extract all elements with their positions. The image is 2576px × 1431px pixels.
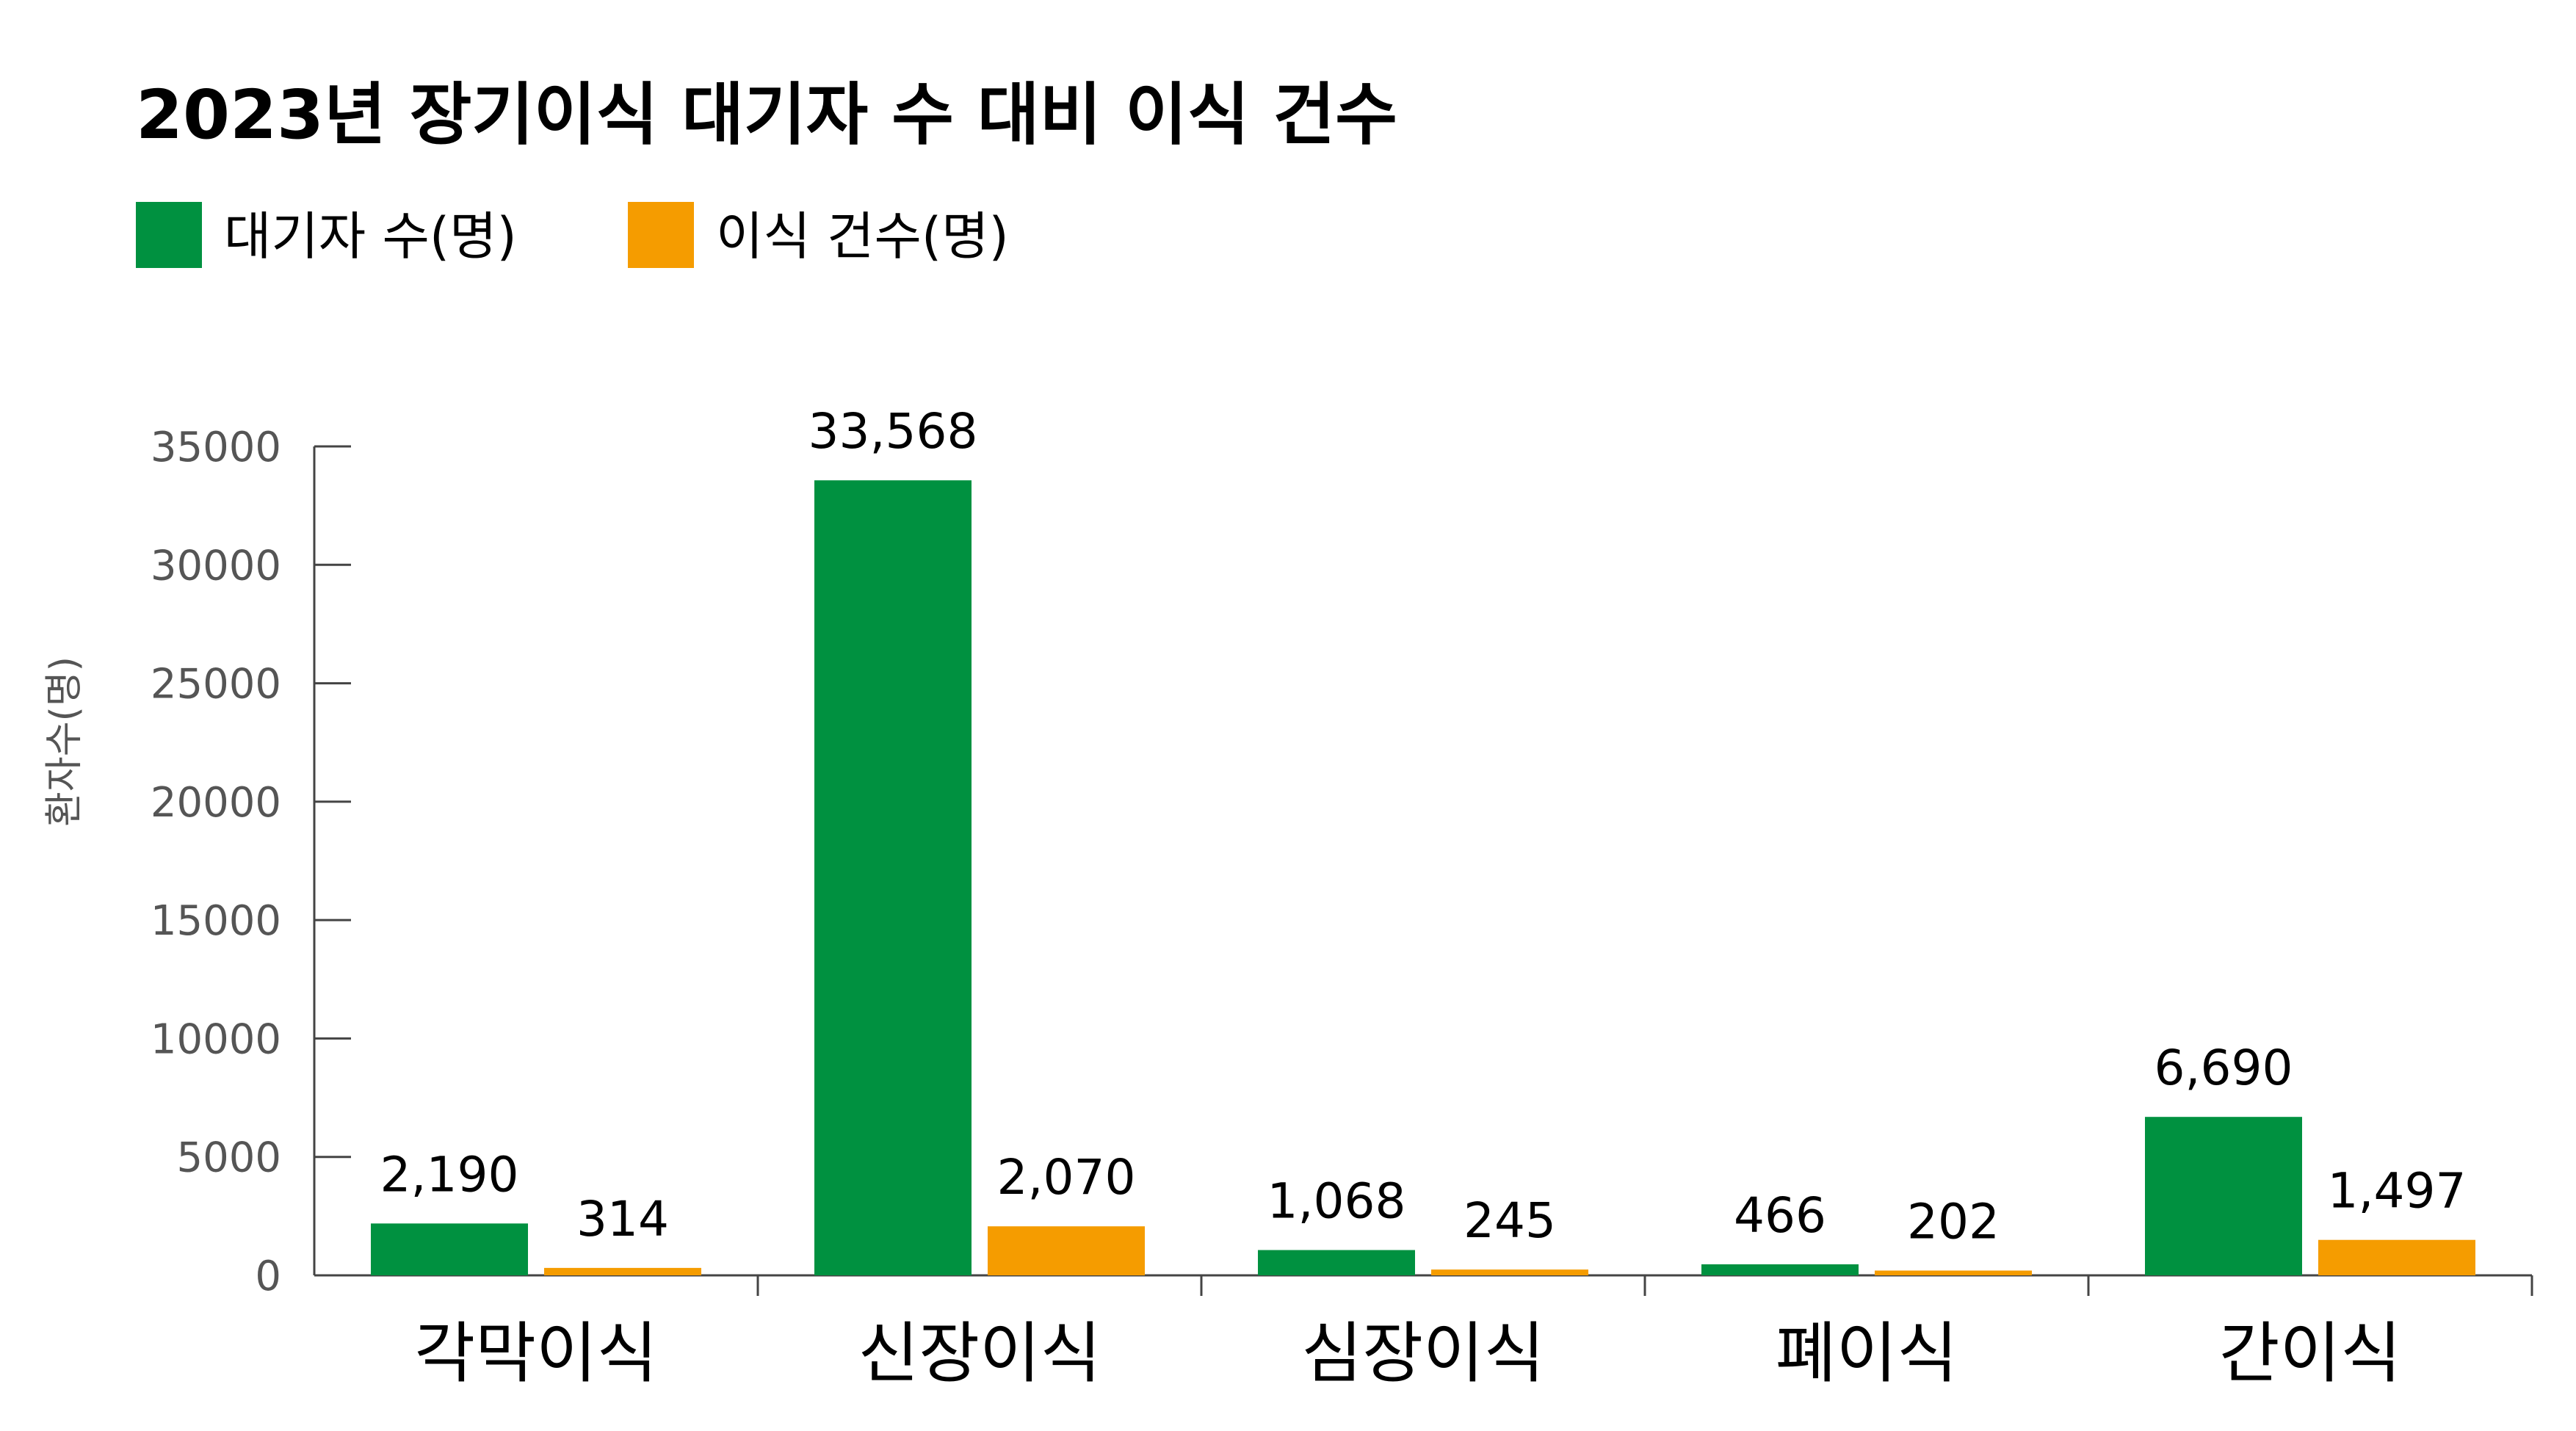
x-tick-label: 간이식 (2219, 1315, 2401, 1392)
category-labels: 각막이식 신장이식 심장이식 폐이식 간이식 (414, 1315, 2401, 1392)
bars (371, 480, 2475, 1276)
legend-swatch-transplant (628, 202, 694, 268)
y-tick-label: 35000 (151, 424, 281, 471)
legend: 대기자 수(명) 이식 건수(명) (136, 202, 1009, 268)
bar-labels: 2,190 314 33,568 2,070 1,068 245 466 202 6,690 1,… (380, 403, 2467, 1250)
bar-transplant-2 (1431, 1269, 1588, 1275)
y-tick-label: 20000 (151, 779, 281, 827)
bar-waiting-3 (1701, 1264, 1859, 1275)
bar-transplant-1 (988, 1226, 1145, 1275)
data-label: 245 (1464, 1192, 1556, 1249)
data-label: 202 (1907, 1193, 2000, 1250)
data-label: 314 (576, 1191, 669, 1247)
chart-title: 2023년 장기이식 대기자 수 대비 이식 건수 (136, 76, 1397, 154)
bar-waiting-2 (1258, 1250, 1415, 1275)
y-axis-label: 환자수(명) (43, 656, 87, 827)
x-tick-label: 각막이식 (414, 1315, 657, 1392)
y-tick-label: 30000 (151, 542, 281, 590)
x-axis (314, 1274, 2533, 1296)
data-label: 2,190 (380, 1146, 519, 1203)
x-tick-label: 심장이식 (1301, 1315, 1544, 1392)
x-tick-label: 폐이식 (1776, 1315, 1958, 1392)
data-label: 33,568 (808, 403, 978, 460)
y-tick-label: 25000 (151, 661, 281, 709)
y-tick-label: 5000 (176, 1134, 281, 1182)
bar-waiting-4 (2145, 1117, 2302, 1275)
y-axis: 35000 30000 25000 20000 15000 10000 5000 0 (151, 424, 351, 1300)
data-label: 6,690 (2154, 1040, 2293, 1096)
x-tick-label: 신장이식 (858, 1315, 1101, 1392)
bar-transplant-3 (1875, 1270, 2032, 1275)
bar-waiting-0 (371, 1223, 528, 1275)
bar-transplant-0 (544, 1267, 701, 1275)
y-tick-label: 0 (255, 1253, 281, 1300)
data-label: 466 (1734, 1187, 1826, 1244)
y-tick-label: 15000 (151, 897, 281, 945)
bar-transplant-4 (2318, 1239, 2475, 1275)
data-label: 1,497 (2328, 1163, 2467, 1220)
legend-label-waiting: 대기자 수(명) (224, 206, 517, 267)
y-tick-label: 10000 (151, 1015, 281, 1063)
data-label: 1,068 (1267, 1173, 1406, 1230)
data-label: 2,070 (997, 1149, 1136, 1206)
bar-waiting-1 (814, 480, 972, 1276)
legend-label-transplant: 이식 건수(명) (716, 206, 1009, 267)
legend-swatch-waiting (136, 202, 202, 268)
